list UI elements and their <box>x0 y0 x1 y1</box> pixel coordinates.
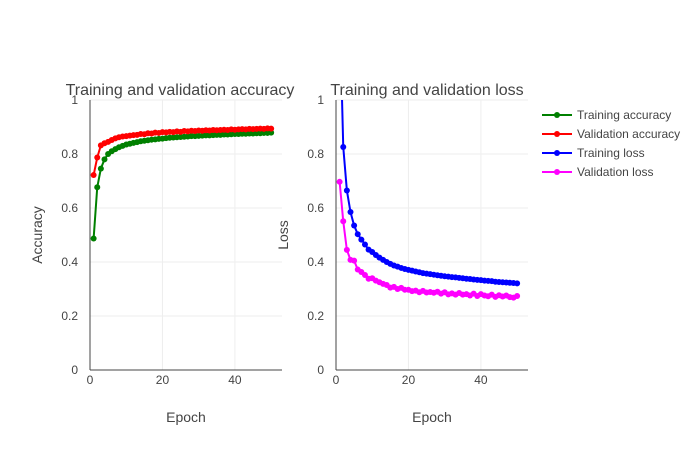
data-point <box>101 156 108 163</box>
data-point <box>97 165 104 172</box>
x-tick-label: 20 <box>156 373 170 387</box>
data-point <box>90 172 97 179</box>
data-point <box>343 187 350 194</box>
data-point <box>340 218 347 225</box>
data-point <box>268 125 275 132</box>
y-tick-label: 1 <box>317 93 324 107</box>
x-tick-label: 0 <box>333 373 340 387</box>
legend-marker <box>554 112 560 118</box>
data-point <box>361 241 368 248</box>
x-tick-label: 0 <box>87 373 94 387</box>
legend-item-label: Validation accuracy <box>577 127 680 141</box>
x-tick-label: 40 <box>228 373 242 387</box>
y-tick-label: 0 <box>317 363 324 377</box>
y-tick-label: 0.8 <box>61 147 78 161</box>
plot-area <box>90 125 275 242</box>
legend-marker <box>554 150 560 156</box>
data-point <box>351 222 358 229</box>
legend-marker <box>554 131 560 137</box>
subplot-1: 0 0.2 0.4 0.6 0.8 1 0 20 40 Training and validati… <box>29 82 294 425</box>
data-point <box>94 184 101 191</box>
data-point <box>343 246 350 253</box>
data-point <box>340 143 347 150</box>
legend: Training accuracy Validation accuracy Trai… <box>542 108 680 179</box>
legend-item-label: Validation loss <box>577 165 654 179</box>
chart-title: Training and validation loss <box>330 82 523 99</box>
y-tick-label: 0.8 <box>307 147 324 161</box>
legend-item-label: Training accuracy <box>577 108 671 122</box>
data-point <box>351 257 358 264</box>
y-axis-label: Accuracy <box>29 206 45 264</box>
chart-title: Training and validation accuracy <box>66 82 295 99</box>
y-tick-label: 0.4 <box>61 255 78 269</box>
y-tick-label: 0.6 <box>307 201 324 215</box>
data-point <box>336 178 343 185</box>
y-tick-label: 1 <box>71 93 78 107</box>
data-point <box>361 271 368 278</box>
series-line <box>341 100 518 285</box>
y-axis-label: Loss <box>275 220 291 250</box>
x-tick-label: 40 <box>474 373 488 387</box>
data-point <box>94 154 101 161</box>
y-tick-label: 0.4 <box>307 255 324 269</box>
data-point <box>90 235 97 242</box>
x-axis-label: Epoch <box>166 409 206 425</box>
data-point <box>514 280 521 287</box>
subplot-2: 0 0.2 0.4 0.6 0.8 1 0 20 40 Training and validati… <box>275 3 528 425</box>
x-axis-label: Epoch <box>412 409 452 425</box>
y-tick-label: 0.2 <box>307 309 324 323</box>
plot-area <box>336 3 521 301</box>
data-point <box>514 293 521 300</box>
y-tick-label: 0 <box>71 363 78 377</box>
data-point <box>358 236 365 243</box>
data-point <box>337 3 343 9</box>
y-tick-label: 0.2 <box>61 309 78 323</box>
data-point <box>354 231 361 238</box>
legend-marker <box>554 169 560 175</box>
legend-item-label: Training loss <box>577 146 645 160</box>
data-point <box>347 209 354 216</box>
y-tick-label: 0.6 <box>61 201 78 215</box>
x-tick-label: 20 <box>402 373 416 387</box>
